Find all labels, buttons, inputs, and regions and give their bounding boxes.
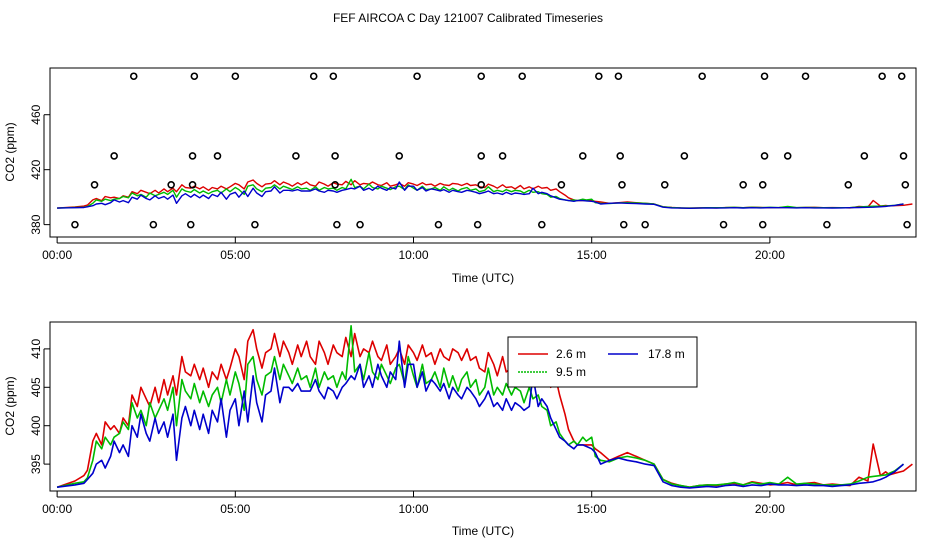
calibration-point	[413, 72, 421, 81]
calibration-point	[538, 220, 546, 229]
calibration-point	[329, 72, 338, 81]
calibration-point	[618, 180, 626, 189]
calibration-point	[801, 72, 810, 81]
top-x-tick-label: 10:00	[398, 248, 428, 262]
bottom-x-tick-label: 20:00	[755, 502, 785, 516]
calibration-point	[901, 180, 910, 189]
legend-label-9-5m: 9.5 m	[556, 365, 586, 379]
top-series-lines	[57, 178, 913, 209]
top-calibration-points	[71, 72, 911, 229]
calibration-point	[760, 152, 769, 160]
calibration-point	[739, 180, 747, 189]
top-x-tick-label: 15:00	[577, 248, 607, 262]
calibration-point	[783, 152, 792, 160]
calibration-point	[477, 152, 486, 160]
bottom-x-tick-label: 05:00	[220, 502, 250, 516]
calibration-point	[518, 72, 527, 81]
calibration-point	[331, 180, 339, 189]
calibration-point	[167, 180, 175, 189]
figure-title: FEF AIRCOA C Day 121007 Calibrated Times…	[333, 11, 603, 25]
calibration-point	[578, 152, 587, 160]
calibration-point	[110, 152, 118, 160]
calibration-point	[595, 72, 603, 81]
calibration-point	[309, 72, 318, 81]
bottom-y-axis: 395 400 405 410	[29, 339, 50, 474]
bottom-y-axis-label: CO2 (ppm)	[3, 376, 17, 435]
top-x-tick-label: 00:00	[42, 248, 72, 262]
calibration-point	[292, 152, 300, 160]
bottom-panel: 00:00 05:00 10:00 15:00 20:00 395 400 405 410 T…	[3, 321, 917, 538]
top-y-tick-label: 460	[29, 104, 43, 124]
calibration-point	[149, 220, 158, 229]
calibration-point	[616, 152, 625, 160]
calibration-point	[331, 152, 339, 160]
calibration-point	[188, 152, 197, 160]
legend-label-2-6m: 2.6 m	[556, 347, 586, 361]
calibration-point	[897, 72, 906, 81]
calibration-point	[823, 220, 831, 229]
bottom-x-tick-label: 10:00	[398, 502, 428, 516]
calibration-point	[434, 220, 443, 229]
legend: 2.6 m 17.8 m 9.5 m	[507, 336, 698, 388]
calibration-point	[498, 152, 507, 160]
calibration-point	[71, 220, 79, 229]
calibration-point	[680, 152, 689, 160]
top-plot-frame	[49, 67, 917, 238]
calibration-point	[477, 72, 486, 81]
calibration-point	[190, 72, 199, 81]
calibration-point	[619, 220, 628, 229]
calibration-point	[641, 220, 649, 229]
calibration-point	[903, 220, 911, 229]
bottom-series-lines	[56, 325, 913, 489]
bottom-x-axis-label: Time (UTC)	[452, 524, 514, 538]
calibration-point	[186, 220, 195, 229]
calibration-point	[129, 72, 138, 81]
bottom-plot-frame	[49, 321, 917, 492]
calibration-point	[660, 180, 669, 189]
bottom-y-tick-label: 410	[29, 339, 43, 359]
bottom-y-tick-label: 405	[29, 377, 43, 397]
calibration-point	[899, 152, 908, 160]
calibration-point	[90, 180, 99, 189]
calibration-point	[473, 220, 482, 229]
top-x-tick-label: 20:00	[755, 248, 785, 262]
calibration-point	[251, 220, 259, 229]
calibration-point	[333, 220, 341, 229]
calibration-point	[477, 180, 486, 189]
top-panel: 00:00 05:00 10:00 15:00 20:00 380 420 460 Time…	[3, 67, 917, 285]
bottom-x-axis: 00:00 05:00 10:00 15:00 20:00	[42, 491, 785, 516]
top-x-tick-label: 05:00	[220, 248, 250, 262]
calibration-point	[395, 152, 404, 160]
calibration-point	[860, 152, 869, 160]
calibration-point	[844, 180, 853, 189]
top-y-axis: 380 420 460	[29, 104, 50, 235]
bottom-x-tick-label: 15:00	[577, 502, 607, 516]
series-line-17-8m	[56, 340, 905, 489]
calibration-point	[231, 72, 240, 81]
calibration-point	[758, 220, 767, 229]
legend-box	[507, 336, 698, 388]
calibration-point	[878, 72, 886, 81]
top-x-axis: 00:00 05:00 10:00 15:00 20:00	[42, 237, 785, 262]
top-y-tick-label: 380	[29, 214, 43, 234]
bottom-y-tick-label: 395	[29, 454, 43, 474]
bottom-x-tick-label: 00:00	[42, 502, 72, 516]
calibration-point	[213, 152, 222, 160]
calibration-point	[188, 180, 197, 189]
bottom-y-tick-label: 400	[29, 415, 43, 435]
calibration-point	[356, 220, 364, 229]
calibration-point	[698, 72, 706, 81]
calibration-point	[557, 180, 566, 189]
calibration-point	[760, 72, 769, 81]
calibration-point	[719, 220, 728, 229]
top-x-axis-label: Time (UTC)	[452, 271, 514, 285]
top-y-axis-label: CO2 (ppm)	[3, 122, 17, 181]
legend-label-17-8m: 17.8 m	[648, 347, 685, 361]
top-series-line-17-8m	[57, 181, 904, 209]
calibration-point	[614, 72, 623, 81]
top-y-tick-label: 420	[29, 159, 43, 179]
calibration-point	[758, 180, 767, 189]
